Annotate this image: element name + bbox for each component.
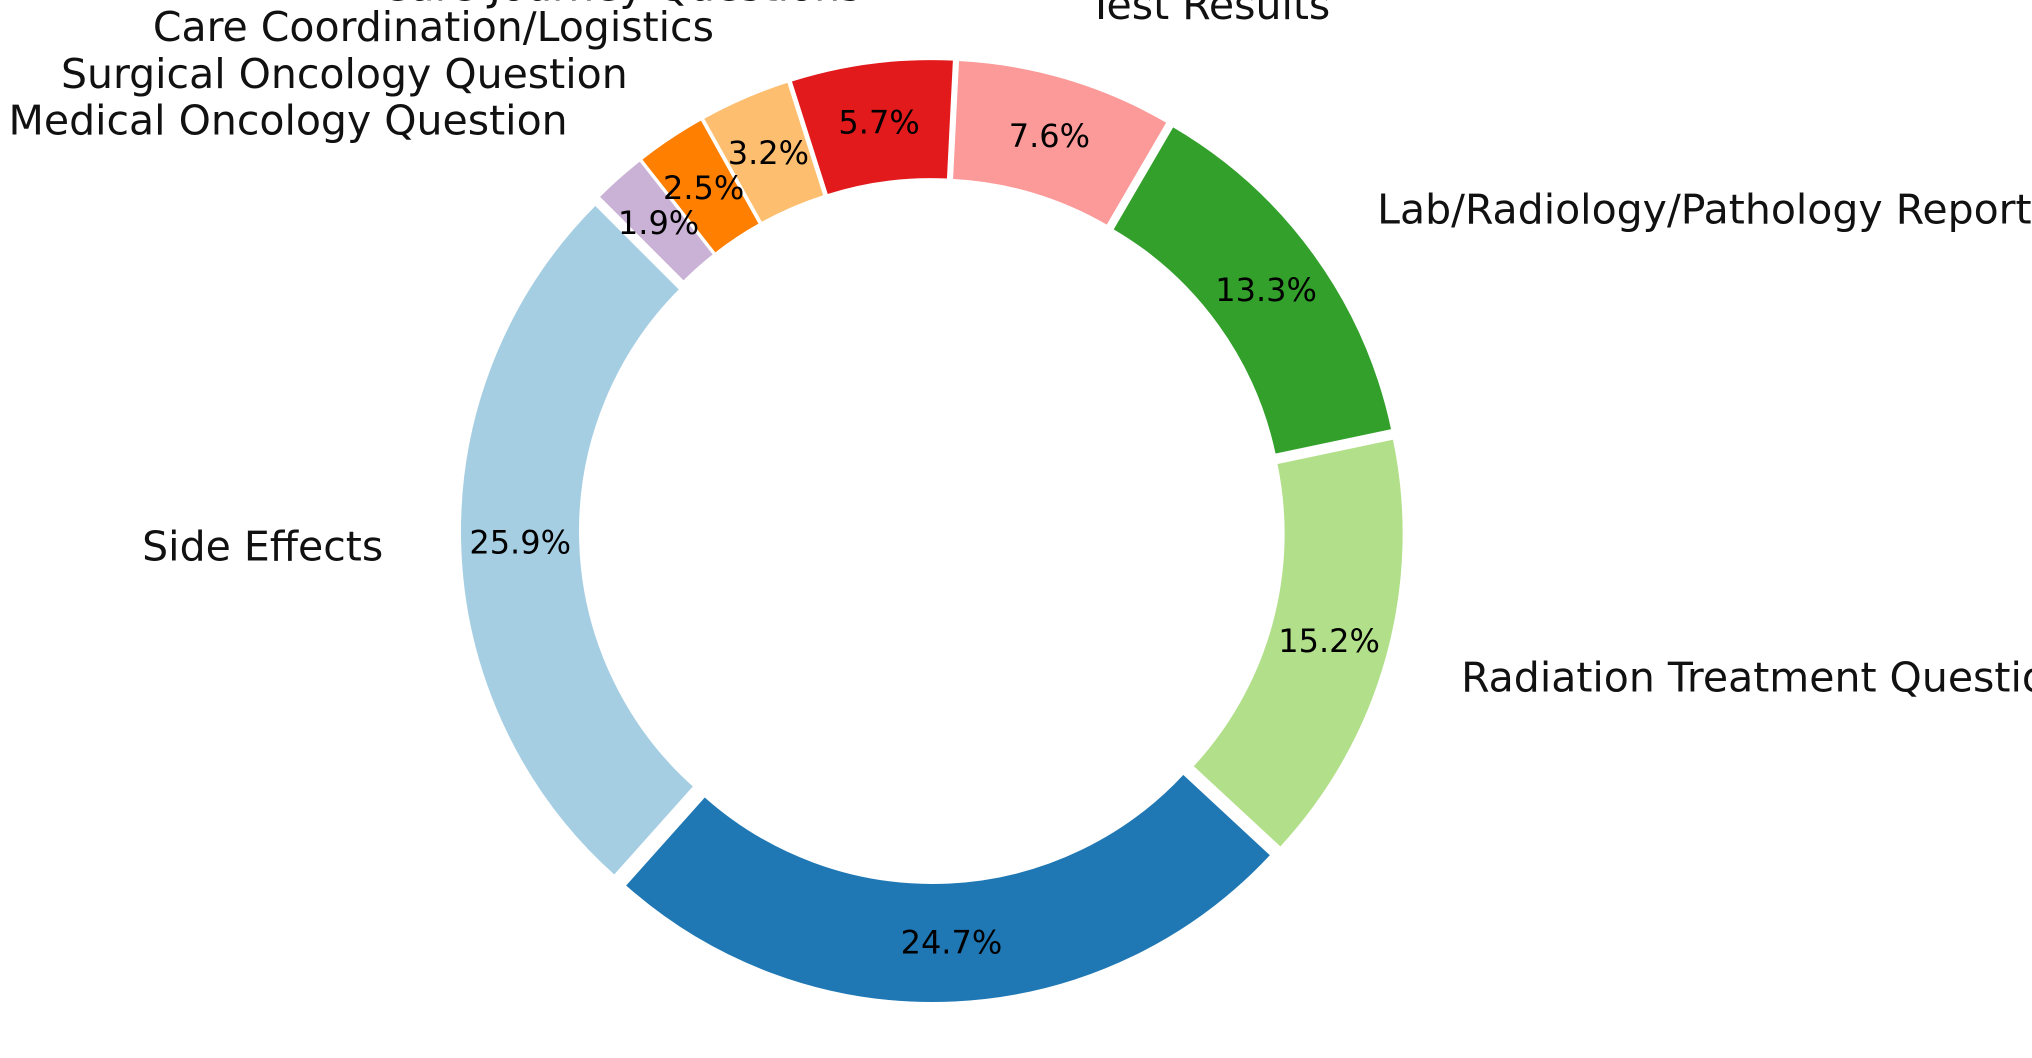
category-label-test-results: Test Results (1087, 0, 1330, 29)
pct-label-lab-radiology-pathology-reports: 13.3% (1215, 271, 1317, 309)
pct-label-test-results: 7.6% (1009, 117, 1090, 155)
category-label-medication-question: Medication Question (958, 1055, 1379, 1058)
pct-label-care-coordination-logistics: 3.2% (728, 134, 809, 172)
slice-lab-radiology-pathology-reports (1110, 124, 1394, 456)
pct-label-care-journey-questions: 5.7% (838, 103, 919, 141)
slice-side-effects (459, 203, 696, 878)
donut-slices (459, 58, 1405, 1004)
category-label-side-effects: Side Effects (142, 523, 383, 571)
category-label-lab-radiology-pathology-reports: Lab/Radiology/Pathology Reports (1377, 186, 2032, 234)
slice-test-results (950, 58, 1169, 228)
category-label-radiation-treatment-question: Radiation Treatment Question (1461, 654, 2032, 702)
pct-label-surgical-oncology-question: 2.5% (663, 169, 744, 207)
pct-label-side-effects: 25.9% (469, 524, 571, 562)
slice-medical-oncology-question (597, 158, 716, 284)
slice-care-journey-questions (789, 58, 955, 197)
slice-care-coordination-logistics (701, 80, 826, 225)
pct-label-medical-oncology-question: 1.9% (618, 204, 699, 242)
slice-surgical-oncology-question (639, 117, 762, 256)
slice-radiation-treatment-question (1190, 437, 1405, 850)
pct-label-radiation-treatment-question: 15.2% (1278, 622, 1380, 660)
pct-label-medication-question: 24.7% (901, 924, 1003, 962)
slice-medication-question (623, 772, 1273, 1004)
percentage-labels: 25.9% 24.7% 15.2% 13.3% 7.6% 5.7% 3.2%2.5%1.9% (469, 103, 1380, 961)
category-label-surgical-oncology-question: Surgical Oncology Question (61, 50, 628, 98)
category-label-care-coordination-logistics: Care Coordination/Logistics (153, 3, 714, 51)
category-label-care-journey-questions: Care Journey Questions (381, 0, 862, 11)
category-label-medical-oncology-question: Medical Oncology Question (8, 96, 567, 144)
category-labels: Side Effects Medication Question Radiation… (8, 0, 2032, 1058)
